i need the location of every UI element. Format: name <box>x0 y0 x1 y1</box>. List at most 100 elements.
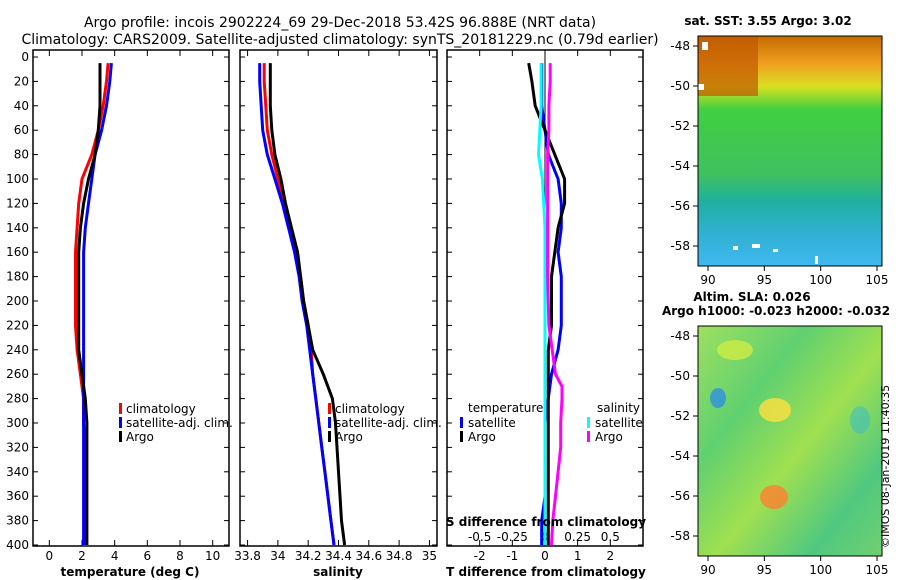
depth-tick-label: 280 <box>6 392 29 406</box>
x-tick-label: 6 <box>144 549 152 563</box>
x-tick-label: 34.4 <box>325 549 352 563</box>
difference-top-x-label: S difference from climatology <box>446 515 646 529</box>
map-y-tick-label: -48 <box>670 39 690 53</box>
series-line-satellite-adj-clim- <box>258 63 336 546</box>
x-tick-label: 35 <box>422 549 437 563</box>
x-tick-label: 2 <box>78 549 86 563</box>
legend-label-argo: Argo <box>335 430 363 444</box>
depth-tick-label: 160 <box>6 245 29 259</box>
s-diff-tick-label: 0.25 <box>564 530 591 544</box>
map-y-tick-label: -58 <box>670 529 690 543</box>
salinity-x-label: salinity <box>313 565 363 579</box>
legend-label-argo: Argo <box>126 430 154 444</box>
series-line-argo <box>268 63 347 546</box>
map-x-tick-label: 95 <box>757 273 772 287</box>
depth-tick-label: 140 <box>6 221 29 235</box>
legend-label-t-satellite: satellite <box>468 416 516 430</box>
map-y-tick-label: -52 <box>670 119 690 133</box>
map-y-tick-label: -54 <box>670 449 690 463</box>
sla-map-title-line1: Altim. SLA: 0.026 <box>693 290 810 304</box>
x-tick-label: 8 <box>176 549 184 563</box>
depth-tick-label: 80 <box>14 148 29 162</box>
depth-tick-label: 100 <box>6 172 29 186</box>
figure-title-line1: Argo profile: incois 2902224_69 29-Dec-2… <box>84 15 596 31</box>
map-x-tick-label: 90 <box>700 563 715 577</box>
sla-anomaly-blob <box>759 398 791 422</box>
sla-map <box>697 325 883 557</box>
legend-swatch-argo <box>328 431 331 442</box>
map-x-tick-label: 105 <box>866 273 889 287</box>
depth-tick-label: 360 <box>6 489 29 503</box>
legend-label-climatology: climatology <box>335 402 405 416</box>
map-y-tick-label: -56 <box>670 489 690 503</box>
series-line-s-argo <box>546 63 564 546</box>
map-y-tick-label: -54 <box>670 159 690 173</box>
sst-land-fleck <box>773 249 778 252</box>
depth-axis: 0 20 40 60 80 100 120 140 160 180 200 220 240 260 280 3… <box>6 50 643 552</box>
depth-tick-label: 380 <box>6 514 29 528</box>
figure-title-line2: Climatology: CARS2009. Satellite-adjuste… <box>21 32 658 48</box>
map-x-tick-label: 100 <box>809 273 832 287</box>
legend-swatch-t-argo <box>460 431 463 442</box>
legend-label-s-satellite: satellite <box>595 416 643 430</box>
sla-map-field <box>698 326 882 556</box>
depth-tick-label: 260 <box>6 367 29 381</box>
sst-map <box>696 35 883 267</box>
sla-anomaly-blob <box>710 388 726 408</box>
series-line-climatology <box>74 62 110 545</box>
series-line-satellite-adj-clim- <box>82 62 113 545</box>
legend-title-temperature: temperature <box>468 401 543 415</box>
sst-map-title: sat. SST: 3.55 Argo: 3.02 <box>684 14 851 28</box>
difference-x-label: T difference from climatology <box>446 565 646 579</box>
sla-map-title-line2: Argo h1000: -0.023 h2000: -0.032 <box>662 304 890 318</box>
sla-map-x-axis: 90 95 100 105 <box>700 556 888 577</box>
map-y-tick-label: -58 <box>670 239 690 253</box>
x-tick-label: 34 <box>270 549 285 563</box>
sst-land-fleck <box>733 246 738 250</box>
x-tick-label: 34.6 <box>355 549 382 563</box>
sst-map-x-axis: 90 95 100 105 <box>700 266 888 287</box>
legend-swatch-s-argo <box>587 431 590 442</box>
legend-title-salinity: salinity <box>597 401 640 415</box>
salinity-legend: climatology satellite-adj. clim. Argo <box>328 402 442 444</box>
map-y-tick-label: -52 <box>670 409 690 423</box>
series-line-s-satellite <box>537 63 547 545</box>
temperature-legend: climatology satellite-adj. clim. Argo <box>119 402 233 444</box>
x-tick-label: 34.8 <box>386 549 413 563</box>
legend-swatch-t-satellite <box>460 417 463 428</box>
legend-swatch-s-satellite <box>587 417 590 428</box>
s-diff-tick-label: -0.5 <box>468 530 491 544</box>
sla-anomaly-blob <box>850 406 870 434</box>
map-x-tick-label: 95 <box>757 563 772 577</box>
sla-anomaly-blob <box>717 340 753 360</box>
x-tick-label: -1 <box>506 549 518 563</box>
s-diff-tick-label: 0.5 <box>601 530 620 544</box>
depth-tick-label: 320 <box>6 440 29 454</box>
x-tick-label: 34.2 <box>295 549 322 563</box>
sst-land-fleck <box>752 244 760 248</box>
depth-tick-label: 400 <box>6 538 29 552</box>
x-tick-label: 10 <box>205 549 220 563</box>
depth-tick-label: 340 <box>6 465 29 479</box>
x-tick-label: 1 <box>574 549 582 563</box>
depth-tick-label: 180 <box>6 270 29 284</box>
depth-tick-label: 20 <box>14 74 29 88</box>
map-y-tick-label: -50 <box>670 369 690 383</box>
s-diff-tick-label: -0.25 <box>497 530 528 544</box>
depth-tick-label: 120 <box>6 196 29 210</box>
profile-series <box>74 62 567 546</box>
depth-tick-label: 220 <box>6 318 29 332</box>
legend-label-s-argo: Argo <box>595 430 623 444</box>
map-x-tick-label: 90 <box>700 273 715 287</box>
temperature-x-label: temperature (deg C) <box>61 565 200 579</box>
difference-legend: temperature salinity satellite Argo sate… <box>460 401 643 444</box>
x-tick-label: -2 <box>474 549 486 563</box>
legend-label-satellite: satellite-adj. clim. <box>126 416 233 430</box>
sla-map-y-axis: -48 -50 -52 -54 -56 -58 <box>670 329 698 543</box>
series-line-argo <box>77 63 102 545</box>
map-x-tick-label: 105 <box>866 563 889 577</box>
sst-land-fleck <box>815 256 818 264</box>
credit-stamp: ©IMOS 08-Jan-2019 11:40:35 <box>879 385 892 548</box>
map-y-tick-label: -48 <box>670 329 690 343</box>
legend-swatch-argo <box>119 431 122 442</box>
